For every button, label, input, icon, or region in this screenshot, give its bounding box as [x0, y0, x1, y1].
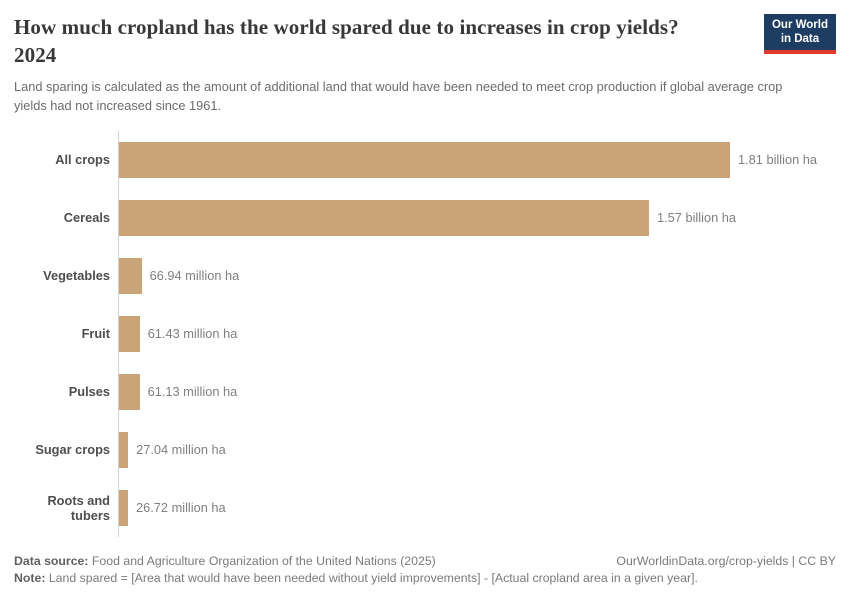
bar-chart: All crops 1.81 billion ha Cereals 1.57 b… [14, 130, 836, 537]
owid-logo-line2: in Data [780, 32, 820, 45]
value-label: 1.81 billion ha [738, 152, 817, 168]
chart-footer: Data source: Food and Agriculture Organi… [14, 553, 836, 587]
chart-row: Sugar crops 27.04 million ha [14, 420, 836, 479]
chart-title: How much cropland has the world spared d… [14, 15, 679, 67]
value-label: 26.72 million ha [136, 500, 226, 516]
category-label: Fruit [81, 326, 110, 342]
bar-roots-tubers[interactable] [119, 489, 128, 526]
category-label: Cereals [63, 210, 110, 226]
value-label: 61.43 million ha [147, 326, 238, 342]
note-value: Land spared = [Area that would have been… [48, 570, 698, 585]
chart-row: Pulses 61.13 million ha [14, 362, 836, 421]
data-source: Data source: Food and Agriculture Organi… [14, 553, 436, 570]
plot-area: 1.57 billion ha [118, 188, 836, 247]
bar-fruit[interactable] [119, 315, 140, 352]
plot-area: 26.72 million ha [118, 478, 836, 537]
value-label: 27.04 million ha [136, 442, 226, 458]
chart-subtitle: Land sparing is calculated as the amount… [14, 79, 783, 113]
owid-logo-line1: Our World [771, 19, 828, 31]
plot-area: 27.04 million ha [118, 420, 836, 479]
category-label: Vegetables [43, 268, 110, 284]
bar-sugar-crops[interactable] [119, 431, 129, 468]
attribution-link[interactable]: OurWorldinData.org/crop-yields | CC BY [616, 553, 836, 568]
plot-area: 61.13 million ha [118, 362, 836, 421]
category-label: All crops [55, 152, 110, 168]
category-label: Roots and tubers [47, 492, 110, 523]
value-label: 61.13 million ha [147, 384, 238, 400]
data-source-value: Food and Agriculture Organization of the… [91, 553, 436, 568]
value-label: 1.57 billion ha [657, 210, 736, 226]
chart-row: Vegetables 66.94 million ha [14, 246, 836, 305]
value-label: 66.94 million ha [149, 268, 240, 284]
chart-row: All crops 1.81 billion ha [14, 130, 836, 189]
chart-row: Cereals 1.57 billion ha [14, 188, 836, 247]
plot-area: 1.81 billion ha [118, 130, 836, 189]
bar-cereals[interactable] [119, 199, 649, 236]
category-label: Sugar crops [35, 442, 110, 458]
data-source-label: Data source: [14, 553, 89, 568]
chart-row: Roots and tubers 26.72 million ha [14, 478, 836, 537]
category-label: Pulses [68, 384, 110, 400]
note-label: Note: [14, 570, 46, 585]
plot-area: 66.94 million ha [118, 246, 836, 305]
owid-logo: Our World in Data [763, 14, 836, 55]
bar-all-crops[interactable] [119, 141, 730, 178]
plot-area: 61.43 million ha [118, 304, 836, 363]
chart-row: Fruit 61.43 million ha [14, 304, 836, 363]
bar-vegetables[interactable] [119, 257, 142, 294]
bar-pulses[interactable] [119, 373, 140, 410]
